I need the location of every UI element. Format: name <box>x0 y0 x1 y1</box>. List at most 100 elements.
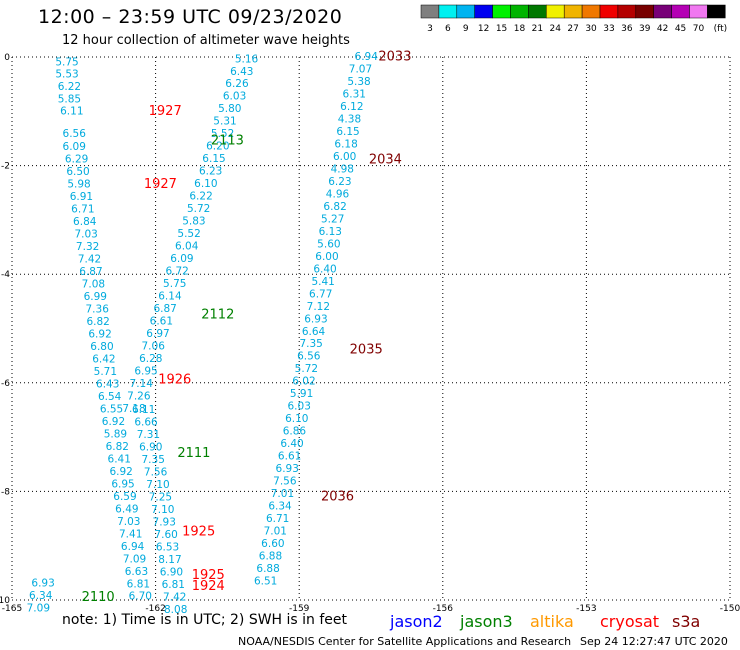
wave-height-value: 7.09 <box>27 603 50 615</box>
wave-height-value: 6.34 <box>268 501 292 513</box>
longitude-tick-label: -153 <box>576 604 596 614</box>
wave-height-value: 6.56 <box>297 351 321 363</box>
wave-height-value: 7.01 <box>264 526 287 538</box>
wave-height-value: 4.96 <box>326 188 350 200</box>
wave-height-value: 6.00 <box>315 251 338 263</box>
wave-height-value: 6.81 <box>127 578 150 590</box>
wave-height-value: 6.23 <box>328 176 351 188</box>
wave-height-value: 5.38 <box>347 76 370 88</box>
colorbar-label: 12 <box>478 24 489 34</box>
wave-height-value: 6.13 <box>319 226 342 238</box>
wave-height-value: 6.03 <box>223 91 246 103</box>
wave-height-value: 7.06 <box>142 340 166 352</box>
latitude-tick-label: -10 <box>0 596 10 606</box>
legend-cryosat: cryosat <box>600 612 660 631</box>
wave-height-value: 6.02 <box>292 376 315 388</box>
wave-height-value: 7.12 <box>307 301 330 313</box>
wave-height-value: 6.40 <box>280 438 303 450</box>
wave-height-value: 5.60 <box>317 238 340 250</box>
wave-height-value: 6.04 <box>175 241 199 253</box>
wave-height-value: 6.61 <box>278 451 301 463</box>
wave-height-value: 6.87 <box>153 303 176 315</box>
wave-height-value: 6.88 <box>256 563 279 575</box>
wave-height-value: 6.56 <box>63 128 87 140</box>
wave-height-value: 6.92 <box>109 466 132 478</box>
colorbar-label: 36 <box>621 24 633 34</box>
wave-height-value: 6.91 <box>70 191 93 203</box>
wave-height-value: 6.55 <box>100 403 123 415</box>
legend-s3a: s3a <box>672 612 701 631</box>
legend-jason2: jason2 <box>390 612 443 631</box>
wave-height-value: 7.42 <box>163 591 186 603</box>
longitude-tick-label: -159 <box>289 604 310 614</box>
wave-height-value: 6.92 <box>102 416 125 428</box>
wave-height-value: 7.93 <box>153 516 176 528</box>
wave-height-value: 7.03 <box>74 229 97 241</box>
footnote: note: 1) Time is in UTC; 2) SWH is in fe… <box>62 612 348 628</box>
wave-height-value: 6.88 <box>259 551 282 563</box>
wave-height-value: 7.35 <box>299 338 322 350</box>
wave-height-value: 7.35 <box>142 454 165 466</box>
wave-height-value: 6.84 <box>73 216 97 228</box>
wave-height-value: 5.98 <box>67 179 90 191</box>
wave-height-value: 6.92 <box>88 328 111 340</box>
wave-height-value: 6.71 <box>71 204 94 216</box>
wave-height-value: 5.53 <box>55 68 78 80</box>
colorbar-label: 24 <box>550 24 562 34</box>
wave-height-value: 6.82 <box>323 201 346 213</box>
wave-height-value: 5.72 <box>187 203 210 215</box>
wave-height-value: 6.29 <box>65 154 88 166</box>
wave-height-value: 6.86 <box>283 426 307 438</box>
wave-height-value: 7.03 <box>117 516 140 528</box>
wave-height-value: 6.20 <box>206 141 229 153</box>
wave-height-value: 6.61 <box>150 315 173 327</box>
wave-height-value: 6.10 <box>194 178 217 190</box>
latitude-tick-label: -6 <box>1 379 10 389</box>
wave-height-value: 6.51 <box>254 576 277 588</box>
wave-height-value: 6.14 <box>158 290 182 302</box>
wave-height-value: 6.10 <box>285 413 308 425</box>
wave-height-value: 7.60 <box>154 529 177 541</box>
wave-height-value: 6.95 <box>111 478 134 490</box>
colorbar-label: 18 <box>514 24 526 34</box>
wave-height-value: 6.54 <box>98 391 122 403</box>
longitude-tick-label: -156 <box>433 604 454 614</box>
wave-height-value: 6.15 <box>202 153 225 165</box>
wave-height-value: 7.07 <box>349 63 372 75</box>
legend-altika: altika <box>530 612 574 631</box>
wave-height-value: 7.31 <box>137 429 160 441</box>
wave-height-value: 7.08 <box>82 279 105 291</box>
wave-height-value: 6.22 <box>189 191 212 203</box>
wave-height-value: 6.42 <box>92 353 115 365</box>
longitude-tick-label: -165 <box>2 604 22 614</box>
wave-height-value: 7.10 <box>151 504 174 516</box>
wave-height-value: 8.08 <box>164 604 187 615</box>
wave-height-value: 5.27 <box>321 213 344 225</box>
pass-time-label: 2111 <box>177 446 210 461</box>
wave-height-value: 7.32 <box>76 241 99 253</box>
wave-height-value: 5.16 <box>235 54 259 66</box>
pass-time-label: 1927 <box>149 104 182 119</box>
wave-height-value: 6.23 <box>199 166 222 178</box>
latitude-tick-label: -2 <box>1 162 10 172</box>
wave-height-value: 6.53 <box>156 541 179 553</box>
wave-height-value: 7.01 <box>271 488 294 500</box>
pass-time-label: 1925 <box>182 525 215 540</box>
wave-height-value: 5.89 <box>104 428 127 440</box>
colorbar-label: 27 <box>567 24 578 34</box>
wave-height-value: 6.11 <box>60 105 83 117</box>
wave-height-value: 6.40 <box>313 263 336 275</box>
wave-height-value: 7.09 <box>123 553 146 565</box>
wave-height-value: 6.09 <box>170 253 193 265</box>
wave-height-value: 6.90 <box>139 441 162 453</box>
longitude-tick-label: -150 <box>720 604 740 614</box>
page-title: 12:00 – 23:59 UTC 09/23/2020 <box>38 6 343 28</box>
wave-height-value: 5.85 <box>58 93 81 105</box>
pass-time-label: 2034 <box>369 153 402 168</box>
wave-height-value: 5.72 <box>295 363 318 375</box>
latitude-tick-label: 0 <box>4 53 10 63</box>
colorbar-label: 6 <box>445 24 451 34</box>
wave-height-value: 7.25 <box>149 491 172 503</box>
wave-height-value: 6.71 <box>266 513 289 525</box>
wave-height-value: 5.83 <box>182 216 205 228</box>
